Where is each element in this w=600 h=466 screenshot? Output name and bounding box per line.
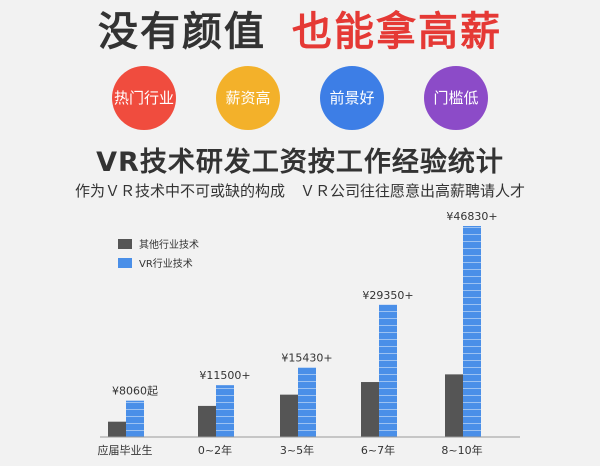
legend-swatch-0 xyxy=(118,239,132,249)
x-tick-label-2: 3~5年 xyxy=(280,443,314,457)
badge-low-threshold: 门槛低 xyxy=(424,66,488,130)
x-tick-label-0: 应届毕业生 xyxy=(98,443,153,457)
data-label-0: ¥8060起 xyxy=(112,385,158,398)
data-label-4: ¥46830+ xyxy=(446,210,497,223)
bar-stripes-1 xyxy=(216,385,234,437)
x-tick-label-4: 8~10年 xyxy=(441,443,482,457)
chart-bars: ¥8060起 ¥11500+ ¥15430+ ¥29350+ ¥46830+ xyxy=(108,210,498,437)
chart-title: VR技术研发工资按工作经验统计 xyxy=(96,147,504,178)
x-axis-ticks: 应届毕业生 0~2年 3~5年 6~7年 8~10年 xyxy=(98,443,483,457)
legend-swatch-1 xyxy=(118,258,132,268)
x-tick-label-3: 6~7年 xyxy=(361,443,395,457)
badge-high-salary: 薪资高 xyxy=(216,66,280,130)
bar-stripes-0 xyxy=(126,400,144,437)
badge-hot-industry: 热门行业 xyxy=(112,66,176,130)
bar-stripes-3 xyxy=(379,304,397,437)
bar-stripes-4 xyxy=(463,226,481,437)
chart-subtitle: 作为ＶＲ技术中不可或缺的构成 ＶＲ公司往往愿意出高薪聘请人才 xyxy=(74,182,525,200)
data-label-3: ¥29350+ xyxy=(362,289,413,302)
data-label-2: ¥15430+ xyxy=(281,351,332,364)
headline-left: 没有颜值 xyxy=(98,9,266,55)
chart-legend: 其他行业技术 VR行业技术 xyxy=(118,238,199,270)
bar-other-1 xyxy=(198,405,216,437)
bar-other-4 xyxy=(445,374,463,437)
legend-label-1: VR行业技术 xyxy=(139,257,193,270)
headline: 没有颜值 也能拿高薪 xyxy=(0,6,600,58)
salary-bar-chart: 其他行业技术 VR行业技术 ¥8060起 ¥11500+ ¥15430+ ¥29350+… xyxy=(98,210,520,457)
bar-other-0 xyxy=(108,421,126,437)
x-tick-label-1: 0~2年 xyxy=(198,443,232,457)
bar-other-3 xyxy=(361,382,379,437)
badge-row: 热门行业 薪资高 前景好 门槛低 xyxy=(0,66,600,130)
badge-good-prospects: 前景好 xyxy=(320,66,384,130)
bar-other-2 xyxy=(280,394,298,437)
data-label-1: ¥11500+ xyxy=(199,369,250,382)
bar-stripes-2 xyxy=(298,367,316,437)
headline-right: 也能拿高薪 xyxy=(292,9,502,55)
legend-label-0: 其他行业技术 xyxy=(139,238,199,251)
